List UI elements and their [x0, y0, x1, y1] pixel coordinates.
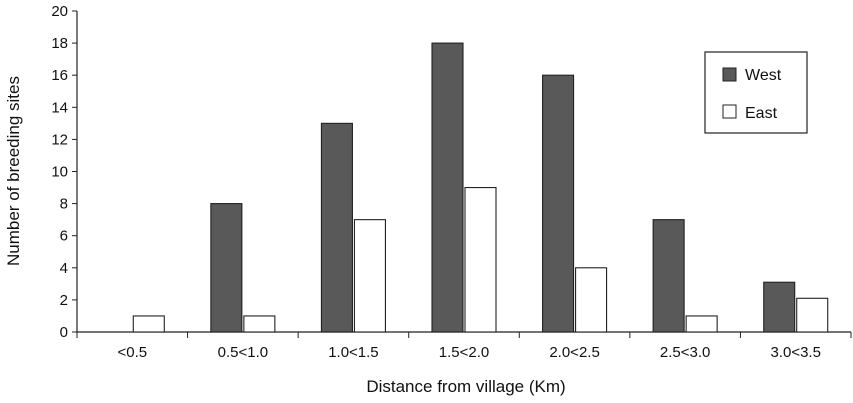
- bar-west: [431, 42, 464, 333]
- x-tick-label: 2.0<2.5: [549, 344, 599, 361]
- y-tick-label: 0: [60, 324, 68, 341]
- legend-box: [704, 51, 808, 134]
- legend: West East: [704, 51, 808, 134]
- y-tick-label: 20: [51, 3, 68, 20]
- y-axis-title: Number of breeding sites: [4, 76, 23, 266]
- legend-swatch-east: [722, 104, 737, 119]
- bar-west: [763, 281, 796, 333]
- y-tick-label: 6: [60, 228, 68, 245]
- bar-east: [685, 315, 718, 333]
- legend-label-west: West: [745, 67, 782, 84]
- bar-west: [652, 219, 685, 333]
- x-tick-label: <0.5: [117, 344, 147, 361]
- legend-label-east: East: [745, 105, 778, 122]
- y-tick-label: 8: [60, 196, 68, 213]
- x-tick-label: 0.5<1.0: [218, 344, 268, 361]
- y-tick-label: 14: [51, 99, 68, 116]
- y-tick-label: 12: [51, 131, 68, 148]
- bar-east: [243, 315, 276, 333]
- bar-west: [210, 203, 243, 333]
- bar-west: [320, 122, 353, 333]
- x-tick-label: 1.5<2.0: [439, 344, 489, 361]
- x-axis-labels: <0.5 0.5<1.0 1.0<1.5 1.5<2.0 2.0<2.5 2.5<3.0 3…: [76, 332, 852, 361]
- x-tick-label: 3.0<3.5: [770, 344, 820, 361]
- bar-east: [132, 315, 165, 333]
- bar-west: [542, 74, 575, 333]
- bars: [132, 42, 829, 333]
- x-tick-label: 2.5<3.0: [660, 344, 710, 361]
- bar-east: [796, 297, 829, 333]
- x-axis-title: Distance from village (Km): [366, 377, 565, 396]
- y-axis-ticks: 0 2 4 6 8 10 12 14 16 18 20: [51, 3, 77, 341]
- y-tick-label: 10: [51, 164, 68, 181]
- bar-east: [464, 187, 497, 333]
- y-tick-label: 16: [51, 67, 68, 84]
- y-tick-label: 4: [60, 260, 68, 277]
- legend-swatch-west: [722, 67, 737, 82]
- bar-east: [353, 219, 386, 333]
- y-tick-label: 18: [51, 35, 68, 52]
- bar-east: [575, 267, 608, 333]
- y-tick-label: 2: [60, 292, 68, 309]
- x-tick-label: 1.0<1.5: [328, 344, 378, 361]
